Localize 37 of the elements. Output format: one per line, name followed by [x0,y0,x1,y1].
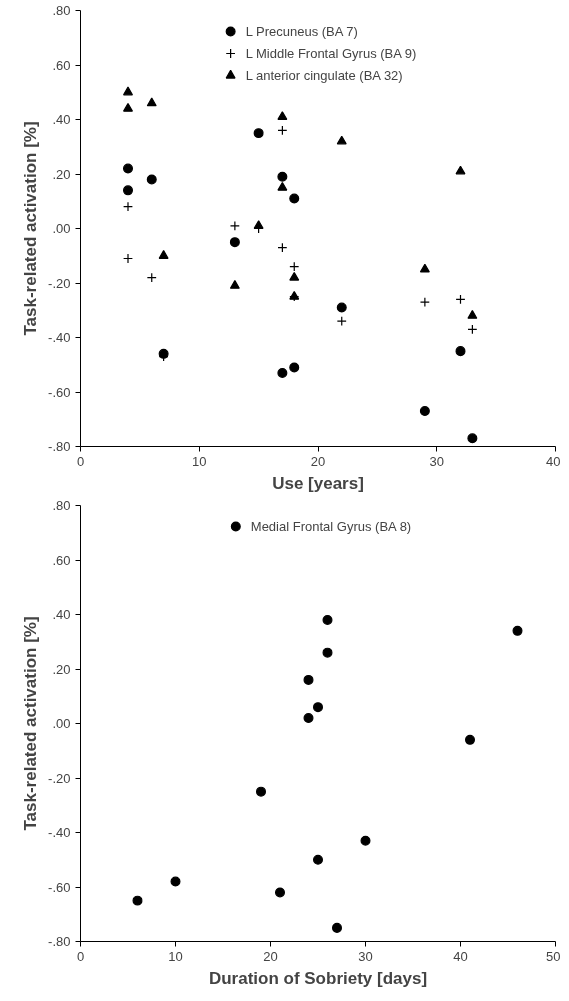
legend-label: L anterior cingulate (BA 32) [245,67,403,83]
x-tick-label: 40 [453,948,468,964]
x-tick-label: 30 [358,948,373,964]
y-tick-label: .20 [52,166,71,182]
y-tick-label: .00 [52,221,71,236]
x-tick-label: 0 [76,453,85,469]
y-axis-title: Task-related activation [%] [21,616,41,831]
y-tick-label: -.80 [48,439,71,454]
y-tick-label: .40 [52,607,71,622]
x-axis-title: Use [years] [272,473,364,493]
y-tick-label: -.60 [48,384,71,400]
y-tick-label: -.80 [48,934,71,949]
x-tick-label: 50 [546,948,561,964]
y-tick-label: .80 [52,3,71,18]
legend-label: L Precuneus (BA 7) [245,23,358,39]
y-tick-label: .60 [52,552,71,568]
y-tick-label: .40 [52,112,71,127]
x-tick-label: 10 [168,948,183,964]
y-tick-label: -.20 [48,770,71,786]
x-tick-label: 20 [310,453,326,469]
x-tick-label: 30 [429,453,444,469]
y-tick-label: .80 [52,498,71,513]
y-tick-label: -.40 [48,330,71,345]
y-tick-label: .00 [52,716,71,731]
y-axis-title: Task-related activation [%] [21,121,41,336]
x-axis-title: Duration of Sobriety [days] [208,968,428,988]
x-tick-label: 20 [263,948,278,964]
legend-label: L Middle Frontal Gyrus (BA 9) [245,45,417,61]
x-tick-label: 0 [76,948,85,964]
y-tick-label: -.20 [48,275,71,291]
y-tick-label: .20 [52,661,71,677]
legend-label: Medial Frontal Gyrus (BA 8) [250,518,412,534]
y-tick-label: .60 [52,57,71,73]
y-tick-label: -.60 [48,879,71,895]
x-tick-label: 10 [192,453,207,469]
y-tick-label: -.40 [48,825,71,840]
x-tick-label: 40 [546,453,561,469]
